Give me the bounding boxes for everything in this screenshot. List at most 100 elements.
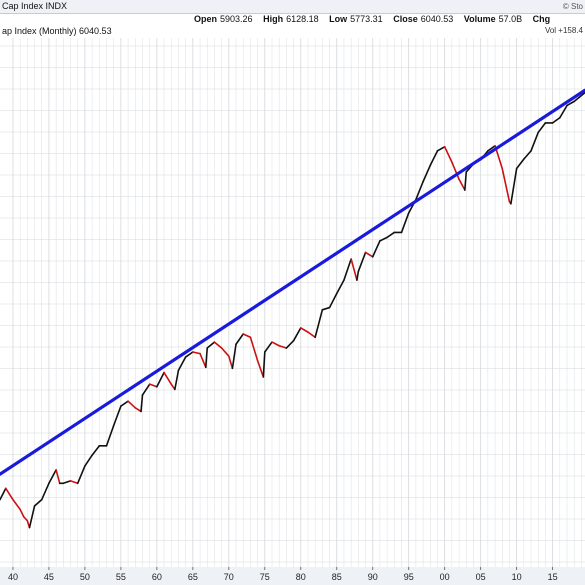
price-segment [174, 369, 180, 391]
price-segment [192, 351, 201, 355]
x-tick-label: 85 [332, 572, 342, 582]
price-segment [0, 487, 7, 501]
price-segment [262, 351, 266, 378]
price-segment [501, 167, 511, 203]
price-segment [321, 306, 331, 311]
price-segment [84, 454, 93, 467]
high-label: High [263, 14, 284, 24]
price-segment [487, 144, 496, 152]
x-tick-label: 75 [260, 572, 270, 582]
price-segment [343, 258, 352, 281]
series-legend: ap Index (Monthly) 6040.53 [2, 26, 112, 36]
change-label: Vol +158.4 [544, 26, 583, 35]
copyright-label: © Sto [562, 2, 583, 11]
high-value: 6128.18 [286, 14, 319, 24]
close-value: 6040.53 [420, 14, 454, 24]
x-tick-label: 10 [512, 572, 522, 582]
price-segment [278, 344, 288, 349]
price-segment [184, 351, 194, 358]
price-segment [12, 498, 21, 511]
price-segment [559, 104, 568, 119]
price-segment [357, 251, 367, 273]
price-segment [55, 469, 61, 485]
price-segment [105, 424, 115, 447]
low-label: Low [329, 14, 348, 24]
price-segment [307, 331, 316, 339]
price-segment [379, 236, 388, 242]
x-tick-label: 50 [80, 572, 90, 582]
price-segment [422, 164, 432, 183]
x-tick-label: 95 [404, 572, 414, 582]
x-tick-label: 05 [476, 572, 486, 582]
price-segment [140, 394, 144, 413]
chg-label: Chg [532, 14, 551, 24]
price-segment [249, 336, 259, 362]
price-segment [177, 356, 187, 372]
price-segment [335, 279, 345, 295]
price-segment [62, 480, 72, 485]
price-segment [510, 167, 518, 205]
price-segment [28, 505, 36, 529]
price-segment [220, 347, 230, 357]
x-tick-label: 45 [44, 572, 54, 582]
price-segment [314, 309, 324, 339]
price-segment [228, 355, 234, 370]
price-segment [356, 270, 360, 281]
price-segment [69, 480, 79, 485]
price-segment [292, 327, 302, 342]
price-segment [22, 515, 29, 522]
x-tick-label: 55 [116, 572, 126, 582]
price-segment [141, 383, 151, 396]
price-segment [263, 341, 273, 353]
price-segment [204, 347, 209, 369]
price-segment [76, 465, 86, 485]
price-segment [206, 341, 216, 349]
price-segment [415, 180, 424, 201]
x-tick-label: 90 [368, 572, 378, 582]
price-segment [436, 145, 446, 152]
price-segment [551, 116, 561, 124]
price-segment [127, 400, 137, 409]
close-label: Close [393, 14, 418, 24]
price-segment [364, 251, 374, 258]
price-segment [285, 339, 295, 349]
price-segment [537, 122, 547, 134]
price-segment [451, 161, 460, 181]
price-segment [156, 371, 165, 388]
grid-lines [0, 38, 585, 567]
price-segment [19, 508, 25, 518]
price-segment [256, 359, 265, 378]
x-axis-band [0, 567, 585, 585]
price-segment [464, 171, 468, 191]
x-tick-label: 65 [188, 572, 198, 582]
price-segment [40, 482, 50, 501]
price-segment [530, 131, 540, 152]
price-segment [163, 371, 173, 385]
price-segment [515, 158, 525, 170]
x-axis-ticks: 40 45 50 55 60 65 70 75 80 85 90 95 00 05 10 15 [8, 567, 558, 582]
open-label: Open [194, 14, 218, 24]
price-segment [523, 150, 532, 160]
x-tick-label: 40 [8, 572, 18, 582]
price-segment [213, 341, 223, 349]
ohlc-readout: Open 5903.26 High 6128.18 Low 5773.31 Close… [194, 14, 553, 24]
price-segment [299, 327, 309, 333]
price-segment [271, 341, 280, 347]
price-segment [112, 405, 122, 427]
x-tick-label: 00 [440, 572, 450, 582]
price-segment [566, 100, 576, 107]
volume-value: 57.0B [498, 14, 523, 24]
price-segment [443, 145, 453, 163]
low-value: 5773.31 [350, 14, 383, 24]
price-segment [400, 212, 410, 234]
price-segment [91, 445, 101, 457]
price-segment [242, 333, 252, 339]
price-segment [33, 498, 43, 507]
open-value: 5903.26 [220, 14, 253, 24]
price-segment [231, 343, 237, 370]
trendline-layer [0, 88, 585, 476]
price-segment [120, 400, 129, 407]
x-tick-label: 70 [224, 572, 234, 582]
price-series [0, 91, 585, 529]
